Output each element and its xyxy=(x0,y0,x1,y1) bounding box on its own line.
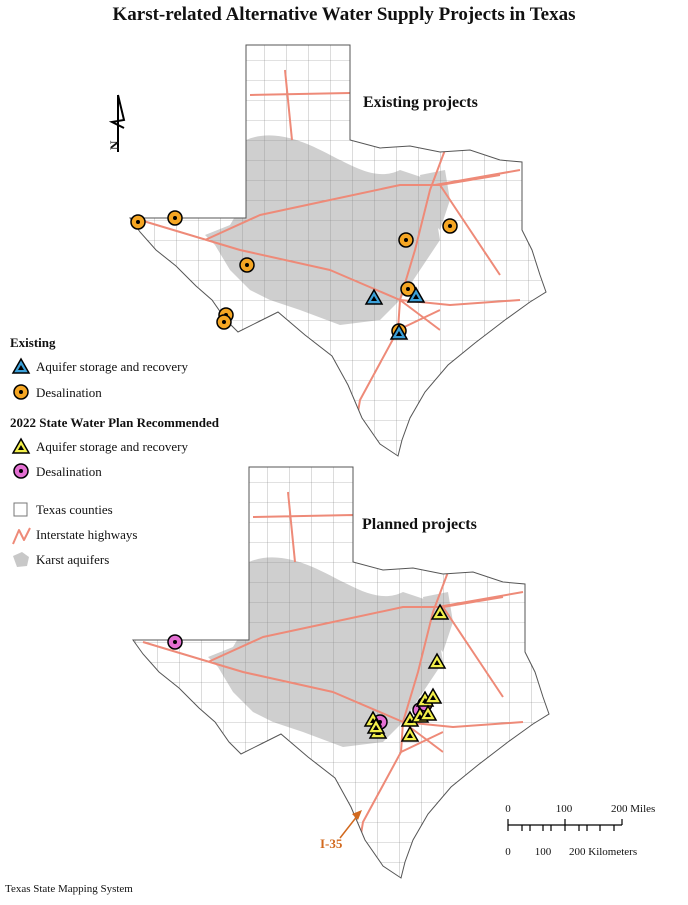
legend-layer: Texas counties xyxy=(36,502,113,517)
markers xyxy=(11,210,458,742)
marker-dot xyxy=(136,220,140,224)
texas-map-planned xyxy=(123,462,563,892)
legend-layer: Interstate highways xyxy=(36,527,137,542)
legend: Existing Aquifer storage and recovery De… xyxy=(10,335,220,567)
i35-callout: I-35 xyxy=(320,810,362,851)
marker-dot xyxy=(173,640,177,644)
map-label: Existing projects xyxy=(363,94,478,111)
legend-layer: Karst aquifers xyxy=(36,552,109,567)
marker-dot xyxy=(222,320,226,324)
scale-label: 200 Kilometers xyxy=(569,846,637,858)
legend-item: Desalination xyxy=(36,385,102,400)
scale-label: 100 xyxy=(556,803,573,815)
marker-dot xyxy=(19,390,23,394)
marker-dot xyxy=(19,469,23,473)
texas-map-existing xyxy=(120,40,560,470)
scale-label: 0 xyxy=(505,803,511,815)
marker-core xyxy=(425,712,431,717)
marker-core xyxy=(396,331,402,336)
legend-heading: 2022 State Water Plan Recommended xyxy=(10,415,220,430)
scale-label: 0 xyxy=(505,846,511,858)
marker-dot xyxy=(406,287,410,291)
marker-core xyxy=(18,445,24,450)
marker-core xyxy=(430,695,436,700)
marker-core xyxy=(18,365,24,370)
marker-dot xyxy=(173,216,177,220)
marker-core xyxy=(413,294,419,299)
scale-label: 100 xyxy=(535,846,552,858)
scale-label: 200 Miles xyxy=(611,803,655,815)
legend-item: Desalination xyxy=(36,464,102,479)
annotation: I-35 xyxy=(320,836,343,851)
title: Karst-related Alternative Water Supply P… xyxy=(112,4,575,25)
credit: Texas State Mapping System xyxy=(5,883,133,895)
highway-swatch xyxy=(12,527,31,545)
marker-dot xyxy=(404,238,408,242)
marker-dot xyxy=(448,224,452,228)
legend-heading: Existing xyxy=(10,335,56,350)
marker-core xyxy=(373,725,379,730)
north-arrow: N xyxy=(107,94,126,152)
marker-core xyxy=(371,296,377,301)
marker-dot xyxy=(245,263,249,267)
karst-swatch xyxy=(13,552,29,567)
county-swatch xyxy=(13,502,28,517)
legend-item: Aquifer storage and recovery xyxy=(36,359,188,374)
marker-core xyxy=(437,611,443,616)
marker-core xyxy=(407,733,413,738)
legend-item: Aquifer storage and recovery xyxy=(36,439,188,454)
north-label: N xyxy=(107,140,122,150)
scale-bar: 0 100 200 Miles 0 100 200 Kilometers xyxy=(505,803,655,858)
map-label: Planned projects xyxy=(362,516,477,533)
marker-core xyxy=(434,660,440,665)
